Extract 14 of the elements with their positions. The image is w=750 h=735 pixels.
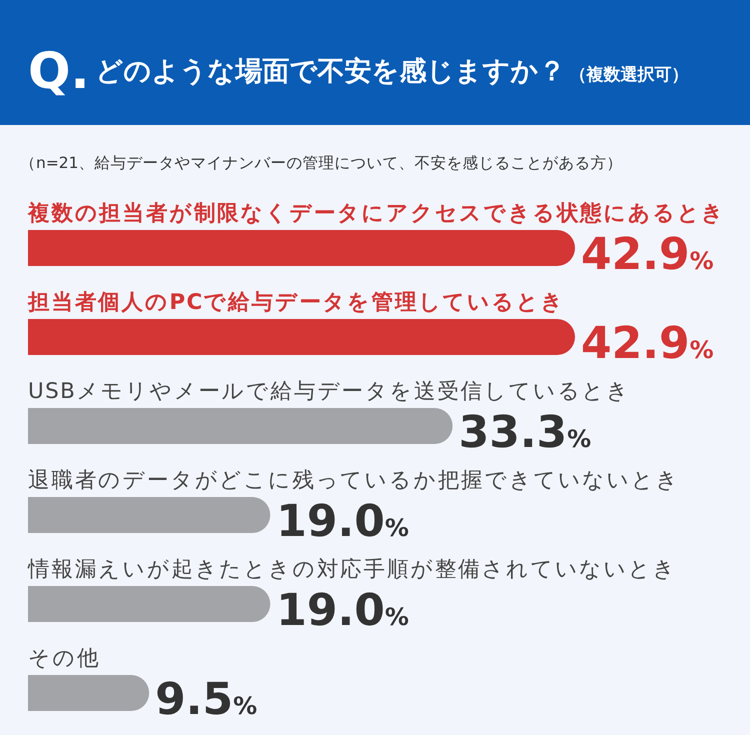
y-tick-label: 担当者個人のPCで給与データを管理しているとき <box>27 290 565 315</box>
y-tick-label: 退職者のデータがどこに残っているか把握できていないとき <box>28 468 680 493</box>
data-label: 42.9% <box>581 318 714 369</box>
y-tick-label: 複数の担当者が制限なくデータにアクセスできる状態にあるとき <box>27 201 726 226</box>
data-label: 33.3% <box>458 407 592 458</box>
data-label: 9.5% <box>155 674 258 725</box>
y-tick-label: 情報漏えいが起きたときの対応手順が整備されていないとき <box>27 557 677 582</box>
data-label: 42.9% <box>581 229 714 280</box>
data-label: 19.0% <box>276 585 409 636</box>
text: （複数選択可） <box>570 65 688 85</box>
y-tick-label: USBメモリやメールで給与データを送受信しているとき <box>28 379 631 404</box>
annotation: （n=21、給与データやマイナンバーの管理について、不安を感じることがある方） <box>20 154 623 172</box>
y-tick-label: その他 <box>28 646 100 671</box>
data-label: 19.0% <box>276 496 409 547</box>
